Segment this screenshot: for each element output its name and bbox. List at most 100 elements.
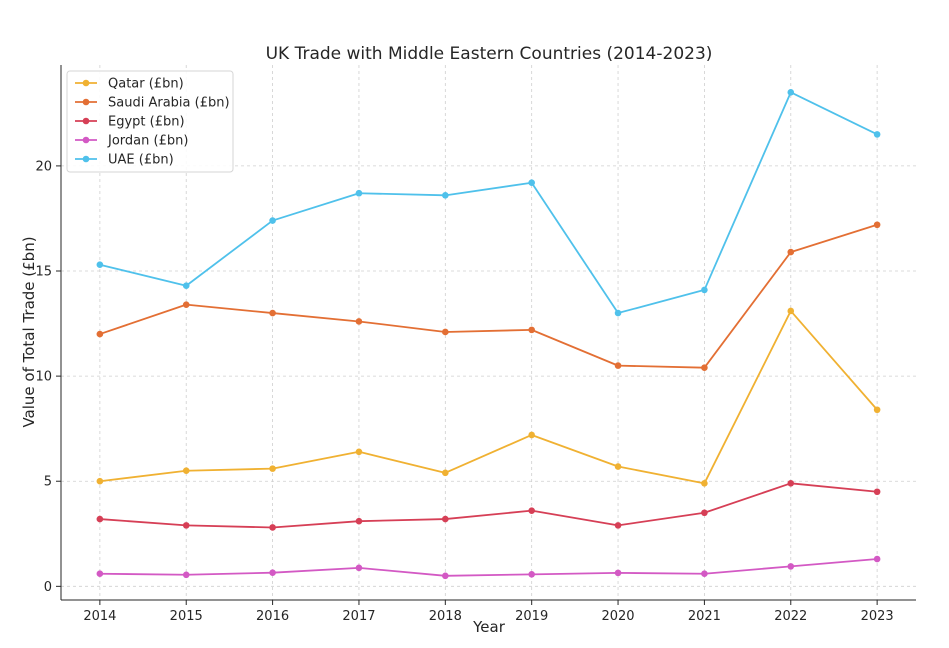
data-point-qatar-bn-2017 <box>355 448 363 456</box>
data-point-egypt-bn-2023 <box>873 488 881 496</box>
data-point-egypt-bn-2018 <box>442 515 449 523</box>
x-tick-label: 2015 <box>170 609 203 624</box>
data-point-uae-bn-2022 <box>787 89 795 96</box>
y-tick-label: 0 <box>44 580 52 595</box>
data-point-qatar-bn-2023 <box>873 406 881 414</box>
y-axis-label: Value of Total Trade (£bn) <box>20 236 38 427</box>
data-point-uae-bn-2019 <box>528 179 535 187</box>
chart-title: UK Trade with Middle Eastern Countries (… <box>266 44 713 64</box>
legend-marker <box>82 136 90 144</box>
legend-marker <box>82 117 90 125</box>
series-lines <box>96 89 881 580</box>
data-point-qatar-bn-2020 <box>614 463 622 470</box>
x-tick-label: 2014 <box>83 609 116 624</box>
legend-item: Jordan (£bn) <box>75 134 188 149</box>
legend-item: Qatar (£bn) <box>75 77 184 92</box>
y-tick-label: 5 <box>44 475 52 490</box>
tick-labels: 2014 2015 2016 2017 2018 2019 2020 2021 2022 2023… <box>35 159 893 624</box>
legend-label: Saudi Arabia (£bn) <box>108 96 230 111</box>
data-point-saudi-arabia-bn-2019 <box>528 326 535 334</box>
series-saudi-arabia-bn <box>96 221 881 372</box>
data-point-saudi-arabia-bn-2017 <box>355 318 363 325</box>
data-point-uae-bn-2016 <box>269 217 276 224</box>
data-point-jordan-bn-2023 <box>873 555 881 563</box>
data-point-egypt-bn-2021 <box>701 509 708 517</box>
data-point-saudi-arabia-bn-2022 <box>787 248 795 256</box>
series-line-egypt-bn <box>99 482 878 529</box>
data-point-jordan-bn-2015 <box>182 571 190 579</box>
data-point-uae-bn-2018 <box>442 192 449 199</box>
x-tick-label: 2022 <box>774 609 807 624</box>
legend-marker <box>82 79 90 87</box>
x-tick-label: 2018 <box>429 609 462 624</box>
data-point-saudi-arabia-bn-2018 <box>442 328 449 336</box>
x-tick-label: 2023 <box>861 609 894 624</box>
legend-item: UAE (£bn) <box>75 153 174 168</box>
data-point-qatar-bn-2022 <box>787 307 795 315</box>
series-uae-bn <box>96 89 881 317</box>
series-line-qatar-bn <box>99 310 878 485</box>
data-point-jordan-bn-2020 <box>614 569 622 577</box>
data-point-qatar-bn-2018 <box>442 469 449 477</box>
x-tick-label: 2020 <box>601 609 634 624</box>
legend-box <box>66 70 234 173</box>
data-point-egypt-bn-2014 <box>96 515 104 523</box>
data-point-qatar-bn-2014 <box>96 477 104 485</box>
data-point-egypt-bn-2022 <box>787 480 795 487</box>
x-tick-label: 2017 <box>342 609 375 624</box>
data-point-egypt-bn-2016 <box>269 524 276 531</box>
legend-label: Egypt (£bn) <box>108 115 185 130</box>
legend-item: Egypt (£bn) <box>75 115 185 130</box>
legend-label: Qatar (£bn) <box>108 77 184 92</box>
data-point-saudi-arabia-bn-2020 <box>614 362 622 369</box>
legend-item: Saudi Arabia (£bn) <box>75 96 230 111</box>
data-point-uae-bn-2021 <box>701 286 708 294</box>
series-line-saudi-arabia-bn <box>99 223 878 369</box>
data-point-jordan-bn-2016 <box>269 569 276 576</box>
legend-label: Jordan (£bn) <box>107 134 188 149</box>
data-point-jordan-bn-2021 <box>701 570 708 578</box>
y-tick-label: 10 <box>35 370 52 385</box>
axes <box>60 65 916 601</box>
legend-label: UAE (£bn) <box>108 153 174 168</box>
y-tick-label: 15 <box>35 265 52 280</box>
data-point-qatar-bn-2021 <box>701 480 708 487</box>
data-point-saudi-arabia-bn-2016 <box>269 309 276 317</box>
data-point-egypt-bn-2019 <box>528 507 535 514</box>
series-line-jordan-bn <box>99 558 878 577</box>
x-tick-label: 2021 <box>688 609 721 624</box>
data-point-saudi-arabia-bn-2021 <box>701 364 708 372</box>
data-point-egypt-bn-2015 <box>182 522 190 529</box>
data-point-egypt-bn-2017 <box>355 517 363 525</box>
legend: Qatar (£bn) Saudi Arabia (£bn) Egypt (£bn)… <box>66 70 234 173</box>
data-point-uae-bn-2023 <box>873 131 881 138</box>
y-tick-label: 20 <box>35 159 52 174</box>
x-tick-label: 2019 <box>515 609 548 624</box>
data-point-jordan-bn-2017 <box>355 564 363 572</box>
series-egypt-bn <box>96 480 881 531</box>
data-point-jordan-bn-2014 <box>96 570 104 578</box>
data-point-saudi-arabia-bn-2014 <box>96 330 104 338</box>
data-point-uae-bn-2020 <box>614 309 622 317</box>
data-point-uae-bn-2015 <box>182 282 190 290</box>
data-point-uae-bn-2017 <box>355 189 363 197</box>
series-jordan-bn <box>96 555 881 580</box>
x-axis-label: Year <box>472 618 506 636</box>
series-qatar-bn <box>96 307 881 487</box>
data-point-qatar-bn-2019 <box>528 431 535 439</box>
data-point-egypt-bn-2020 <box>614 522 622 529</box>
data-point-saudi-arabia-bn-2023 <box>873 221 881 229</box>
x-tick-label: 2016 <box>256 609 289 624</box>
series-line-uae-bn <box>99 91 878 314</box>
legend-marker <box>82 98 90 106</box>
data-point-saudi-arabia-bn-2015 <box>182 301 190 308</box>
data-point-jordan-bn-2022 <box>787 563 795 570</box>
data-point-qatar-bn-2015 <box>182 467 190 475</box>
data-point-uae-bn-2014 <box>96 261 104 269</box>
legend-marker <box>82 155 90 163</box>
data-point-jordan-bn-2019 <box>528 571 535 578</box>
data-point-jordan-bn-2018 <box>442 572 449 580</box>
data-point-qatar-bn-2016 <box>269 465 276 472</box>
